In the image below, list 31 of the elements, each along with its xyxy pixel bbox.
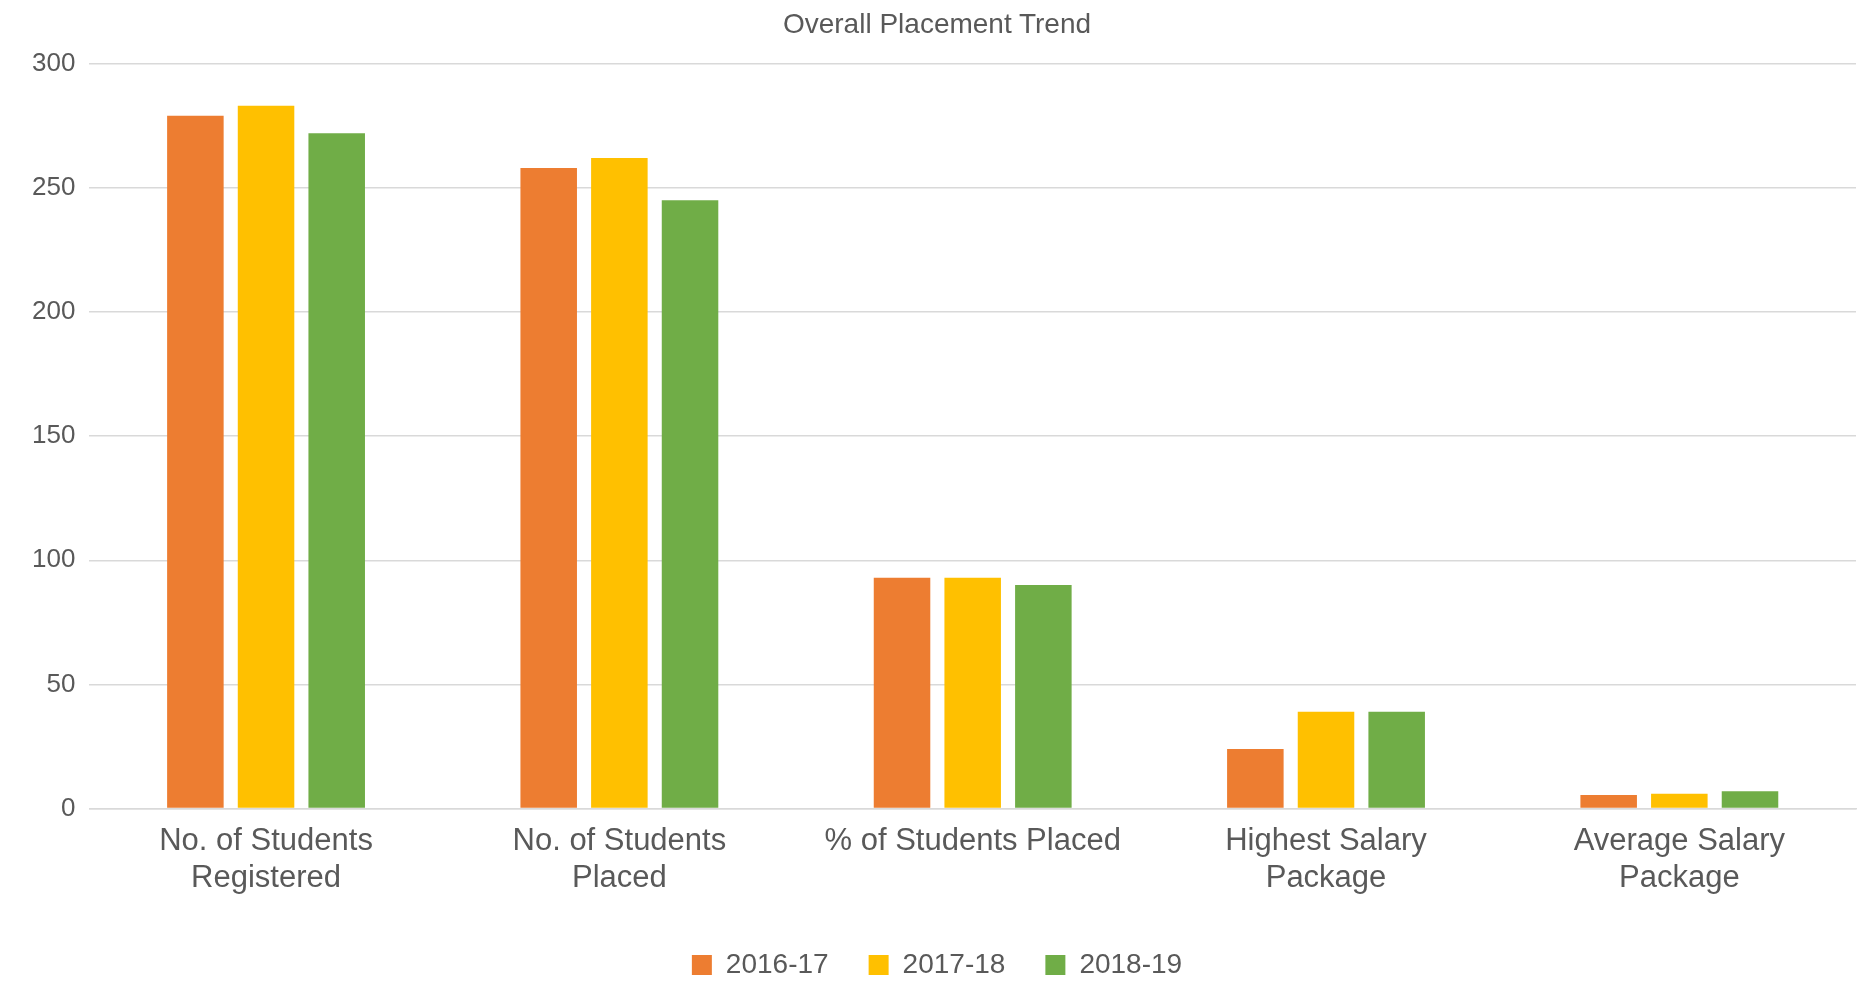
bar	[520, 167, 577, 808]
y-tick-label: 200	[31, 295, 76, 326]
y-tick-label: 100	[31, 543, 76, 574]
bar	[1721, 791, 1779, 808]
bar	[167, 115, 224, 808]
x-tick-label: Average Salary Package	[1573, 821, 1786, 894]
bar	[1580, 794, 1637, 808]
bar	[1651, 793, 1708, 808]
legend-label: 2018-19	[1079, 947, 1183, 979]
y-tick-label: 50	[46, 667, 76, 698]
bar	[944, 577, 1001, 808]
bar	[661, 200, 719, 808]
x-tick-label: % of Students Placed	[824, 821, 1121, 857]
x-tick-label: No. of Students Registered	[159, 821, 373, 894]
bar	[1227, 749, 1284, 808]
bar	[1297, 711, 1355, 808]
x-tick-label: No. of Students Placed	[512, 821, 727, 894]
chart-title: Overall Placement Trend	[782, 7, 1092, 39]
y-tick-label: 0	[60, 791, 76, 822]
y-tick-label: 150	[31, 419, 76, 450]
bar	[591, 157, 648, 808]
bar	[308, 133, 365, 808]
legend-label: 2017-18	[902, 947, 1006, 979]
x-tick-label: Highest Salary Package	[1225, 821, 1428, 894]
bar	[237, 105, 295, 808]
bar	[1015, 585, 1072, 808]
y-tick-label: 250	[31, 170, 76, 201]
y-tick-label: 300	[31, 46, 76, 77]
bar	[1368, 711, 1425, 808]
legend-label: 2016-17	[725, 947, 829, 979]
bar	[873, 577, 931, 808]
